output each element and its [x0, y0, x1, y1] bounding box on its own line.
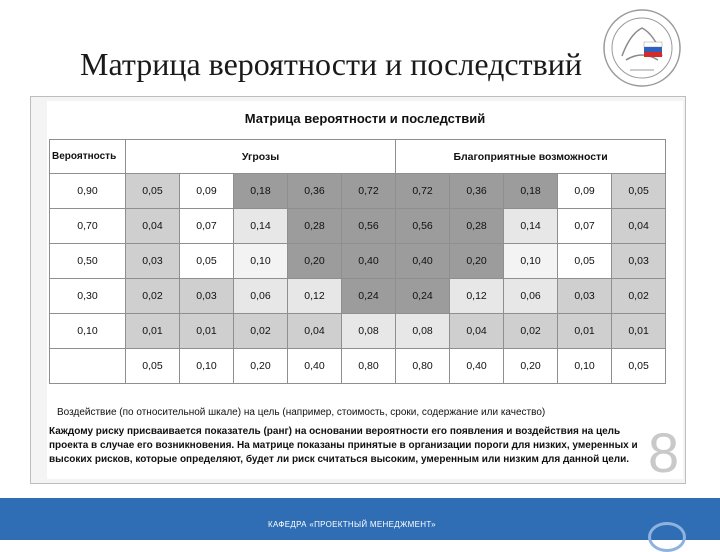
- probability-cell: 0,30: [49, 278, 126, 314]
- probability-cell: 0,10: [49, 313, 126, 349]
- risk-score-cell: 0,12: [449, 278, 505, 314]
- risk-score-cell: 0,36: [287, 173, 342, 209]
- risk-score-cell: 0,01: [557, 313, 613, 349]
- risk-score-cell: 0,40: [395, 243, 451, 279]
- risk-score-cell: 0,02: [233, 313, 288, 349]
- table-row: 0,90 0,05 0,09 0,18 0,36 0,72 0,72 0,36 0,18 0,09…: [49, 173, 667, 209]
- risk-score-cell: 0,01: [125, 313, 180, 349]
- risk-score-cell: 0,02: [611, 278, 667, 314]
- risk-score-cell: 0,09: [179, 173, 234, 209]
- risk-score-cell: 0,24: [395, 278, 451, 314]
- risk-score-cell: 0,02: [503, 313, 559, 349]
- risk-score-cell: 0,01: [611, 313, 667, 349]
- impact-value-cell: 0,20: [233, 348, 288, 384]
- risk-score-cell: 0,36: [449, 173, 505, 209]
- risk-score-cell: 0,72: [340, 173, 397, 209]
- risk-score-cell: 0,56: [395, 208, 451, 244]
- footer-department: КАФЕДРА «ПРОЕКТНЫЙ МЕНЕДЖМЕНТ»: [268, 520, 436, 529]
- risk-score-cell: 0,07: [179, 208, 234, 244]
- footer-ring-decoration: [648, 522, 686, 552]
- matrix-heading: Матрица вероятности и последствий: [244, 111, 486, 126]
- table-row: 0,70 0,04 0,07 0,14 0,28 0,56 0,56 0,28 0,14 0,07…: [49, 208, 667, 244]
- risk-score-cell: 0,08: [340, 313, 397, 349]
- risk-score-cell: 0,09: [557, 173, 613, 209]
- risk-score-cell: 0,04: [611, 208, 667, 244]
- probability-cell: 0,90: [49, 173, 126, 209]
- risk-score-cell: 0,02: [125, 278, 180, 314]
- impact-value-cell: 0,05: [611, 348, 667, 384]
- impact-value-cell: 0,40: [287, 348, 342, 384]
- risk-score-cell: 0,03: [179, 278, 234, 314]
- risk-score-cell: 0,08: [395, 313, 451, 349]
- impact-value-cell: 0,80: [395, 348, 451, 384]
- risk-score-cell: 0,20: [449, 243, 505, 279]
- page-number: 8: [648, 421, 680, 484]
- risk-score-cell: 0,12: [287, 278, 342, 314]
- impact-value-cell: 0,05: [125, 348, 180, 384]
- risk-score-cell: 0,14: [503, 208, 559, 244]
- risk-score-cell: 0,18: [233, 173, 288, 209]
- risk-matrix-figure: Матрица вероятности и последствий Вероят…: [30, 96, 686, 484]
- risk-score-cell: 0,05: [557, 243, 613, 279]
- impact-scale-note: Воздействие (по относительной шкале) на …: [57, 407, 546, 418]
- probability-cell: 0,70: [49, 208, 126, 244]
- probability-impact-table: Вероятность Угрозы Благоприятные возможн…: [49, 139, 667, 384]
- opportunities-header: Благоприятные возможности: [395, 139, 667, 174]
- threats-header: Угрозы: [124, 139, 397, 174]
- risk-score-cell: 0,05: [179, 243, 234, 279]
- risk-score-cell: 0,01: [179, 313, 234, 349]
- empty-corner-cell: [49, 348, 126, 384]
- risk-score-cell: 0,04: [125, 208, 180, 244]
- risk-score-cell: 0,03: [611, 243, 667, 279]
- impact-row: 0,05 0,10 0,20 0,40 0,80 0,80 0,40 0,20 0,10 0,05: [49, 348, 667, 384]
- impact-value-cell: 0,80: [340, 348, 397, 384]
- impact-value-cell: 0,20: [503, 348, 559, 384]
- risk-score-cell: 0,06: [503, 278, 559, 314]
- probability-cell: 0,50: [49, 243, 126, 279]
- risk-score-cell: 0,40: [340, 243, 397, 279]
- university-emblem-logo: [603, 9, 681, 87]
- impact-value-cell: 0,10: [557, 348, 613, 384]
- header-row: Вероятность Угрозы Благоприятные возможн…: [49, 139, 667, 174]
- impact-value-cell: 0,40: [449, 348, 505, 384]
- risk-score-cell: 0,18: [503, 173, 559, 209]
- probability-header: Вероятность: [49, 139, 126, 174]
- risk-score-cell: 0,03: [557, 278, 613, 314]
- risk-score-cell: 0,24: [340, 278, 397, 314]
- table-row: 0,30 0,02 0,03 0,06 0,12 0,24 0,24 0,12 0,06 0,03…: [49, 278, 667, 314]
- risk-score-cell: 0,04: [287, 313, 342, 349]
- risk-score-cell: 0,28: [449, 208, 505, 244]
- table-row: 0,10 0,01 0,01 0,02 0,04 0,08 0,08 0,04 0,02 0,01…: [49, 313, 667, 349]
- risk-score-cell: 0,28: [287, 208, 342, 244]
- footer-bar: [0, 498, 720, 540]
- risk-score-cell: 0,72: [395, 173, 451, 209]
- risk-score-cell: 0,56: [340, 208, 397, 244]
- slide-title: Матрица вероятности и последствий: [80, 46, 582, 82]
- risk-score-cell: 0,04: [449, 313, 505, 349]
- risk-score-cell: 0,10: [503, 243, 559, 279]
- risk-score-cell: 0,05: [611, 173, 667, 209]
- table-row: 0,50 0,03 0,05 0,10 0,20 0,40 0,40 0,20 0,10 0,05…: [49, 243, 667, 279]
- risk-score-cell: 0,05: [125, 173, 180, 209]
- risk-score-cell: 0,06: [233, 278, 288, 314]
- impact-value-cell: 0,10: [179, 348, 234, 384]
- explanation-paragraph: Каждому риску присваивается показатель (…: [49, 426, 638, 465]
- risk-score-cell: 0,20: [287, 243, 342, 279]
- risk-score-cell: 0,10: [233, 243, 288, 279]
- risk-score-cell: 0,14: [233, 208, 288, 244]
- risk-score-cell: 0,03: [125, 243, 180, 279]
- risk-score-cell: 0,07: [557, 208, 613, 244]
